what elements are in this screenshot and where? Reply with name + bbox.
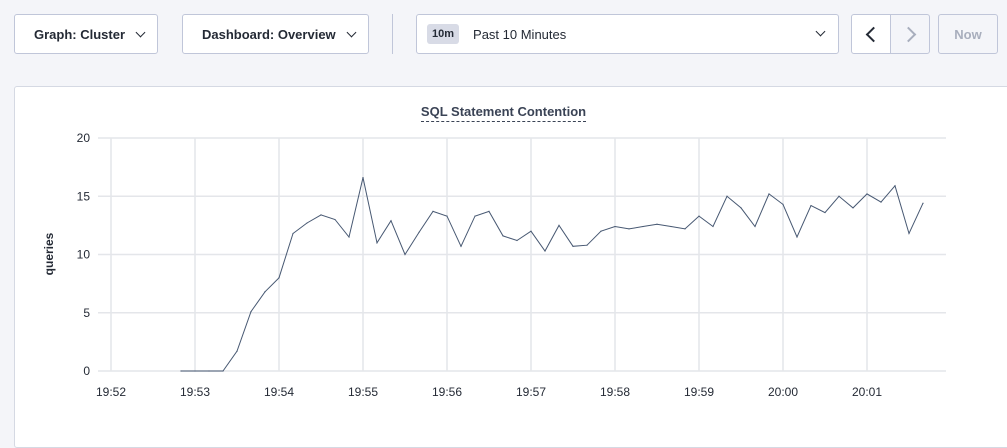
data-point bbox=[530, 230, 532, 232]
divider bbox=[392, 14, 393, 54]
data-point bbox=[922, 202, 924, 204]
data-point bbox=[754, 225, 756, 228]
x-tick-label: 19:54 bbox=[264, 385, 294, 399]
time-label: Past 10 Minutes bbox=[473, 26, 567, 42]
data-point bbox=[488, 210, 490, 212]
data-point bbox=[264, 291, 266, 293]
data-point bbox=[278, 277, 280, 279]
data-point bbox=[824, 211, 826, 214]
data-point bbox=[698, 215, 700, 217]
data-point bbox=[740, 207, 742, 209]
data-point bbox=[796, 236, 798, 238]
data-point bbox=[712, 225, 714, 228]
data-point bbox=[362, 177, 364, 179]
data-point bbox=[852, 207, 854, 209]
series-line bbox=[181, 177, 924, 372]
data-point bbox=[838, 195, 840, 197]
data-point bbox=[208, 370, 210, 372]
data-point bbox=[446, 215, 448, 217]
data-point bbox=[544, 250, 546, 252]
y-tick-label: 10 bbox=[77, 248, 91, 262]
data-point bbox=[390, 220, 392, 222]
data-point bbox=[810, 204, 812, 207]
chart-card bbox=[14, 86, 1007, 448]
x-tick-label: 19:55 bbox=[348, 385, 378, 399]
data-point bbox=[614, 225, 616, 228]
x-tick-label: 19:52 bbox=[96, 385, 126, 399]
data-point bbox=[474, 215, 476, 217]
data-point bbox=[418, 231, 420, 233]
data-point bbox=[348, 236, 350, 238]
now-button[interactable]: Now bbox=[938, 14, 998, 54]
data-point bbox=[656, 223, 658, 225]
data-point bbox=[726, 195, 728, 197]
data-point bbox=[320, 214, 322, 216]
y-tick-label: 0 bbox=[83, 364, 90, 378]
line-chart: 0 5 10 15 20 19:52 19:53 19:54 19:55 19:56 19:57 19… bbox=[42, 131, 946, 399]
data-point bbox=[684, 228, 686, 230]
x-tick-label: 20:00 bbox=[768, 385, 798, 399]
data-point bbox=[306, 222, 308, 224]
x-tick-label: 19:59 bbox=[684, 385, 714, 399]
data-point bbox=[768, 193, 770, 195]
x-tick-label: 19:57 bbox=[516, 385, 546, 399]
data-point bbox=[194, 370, 196, 372]
graph-label: Graph: Cluster bbox=[34, 26, 126, 42]
dashboard-label: Dashboard: Overview bbox=[202, 26, 336, 42]
y-axis-label: queries bbox=[42, 232, 56, 275]
dashboard-selector[interactable]: Dashboard: Overview bbox=[182, 14, 369, 54]
data-point bbox=[880, 201, 882, 203]
y-tick-label: 5 bbox=[83, 306, 90, 320]
data-point bbox=[292, 232, 294, 235]
data-point bbox=[586, 244, 588, 246]
data-point bbox=[180, 370, 182, 372]
chart-title-text: SQL Statement Contention bbox=[420, 104, 587, 122]
data-point bbox=[782, 203, 784, 206]
data-point bbox=[516, 239, 518, 242]
data-point bbox=[600, 230, 602, 232]
data-point bbox=[222, 370, 224, 372]
x-tick-label: 19:53 bbox=[180, 385, 210, 399]
x-tick-label: 19:58 bbox=[600, 385, 630, 399]
data-point bbox=[334, 218, 336, 221]
data-point bbox=[376, 242, 378, 244]
next-button[interactable] bbox=[890, 14, 930, 54]
data-point bbox=[866, 193, 868, 195]
data-point bbox=[628, 228, 630, 230]
data-point bbox=[558, 224, 560, 226]
data-point bbox=[460, 245, 462, 247]
now-label: Now bbox=[954, 26, 982, 42]
data-point bbox=[670, 225, 672, 228]
data-point bbox=[250, 310, 252, 313]
time-range-selector[interactable]: 10m Past 10 Minutes bbox=[416, 14, 839, 54]
data-point bbox=[404, 253, 406, 256]
data-point bbox=[908, 232, 910, 235]
data-point bbox=[236, 350, 238, 352]
chart-title[interactable]: SQL Statement Contention bbox=[0, 104, 1007, 122]
data-point bbox=[642, 225, 644, 228]
x-tick-label: 19:56 bbox=[432, 385, 462, 399]
data-point bbox=[894, 185, 896, 187]
graph-selector[interactable]: Graph: Cluster bbox=[14, 14, 158, 54]
data-point bbox=[572, 245, 574, 247]
data-point bbox=[432, 210, 434, 212]
data-point bbox=[502, 235, 504, 237]
time-badge: 10m bbox=[427, 24, 460, 44]
y-tick-label: 15 bbox=[77, 189, 91, 203]
y-tick-label: 20 bbox=[77, 131, 91, 145]
x-tick-label: 20:01 bbox=[852, 385, 882, 399]
